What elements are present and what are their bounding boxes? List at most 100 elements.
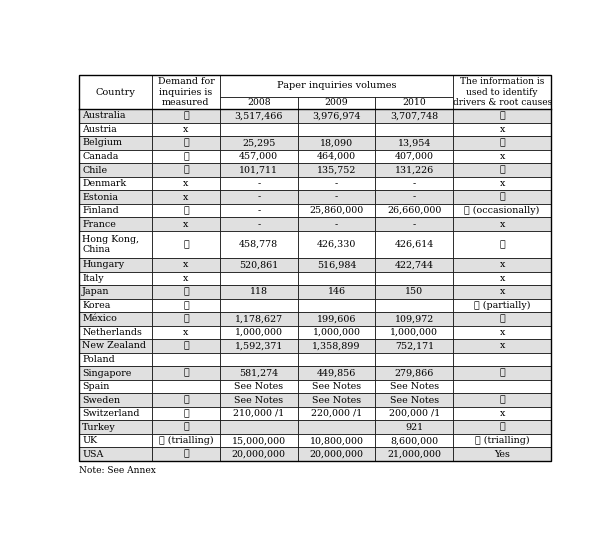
Bar xyxy=(453,312,551,326)
Text: 3,976,974: 3,976,974 xyxy=(312,112,361,120)
Text: 10,800,000: 10,800,000 xyxy=(309,436,363,445)
Text: See Notes: See Notes xyxy=(312,382,361,391)
Bar xyxy=(220,163,298,177)
Bar xyxy=(298,204,375,217)
Bar xyxy=(220,434,298,447)
Text: France: France xyxy=(82,220,116,229)
Text: 13,954: 13,954 xyxy=(398,139,431,148)
Bar xyxy=(152,299,220,312)
Bar xyxy=(220,339,298,353)
Bar xyxy=(152,231,220,258)
Text: 752,171: 752,171 xyxy=(395,342,434,350)
Text: See Notes: See Notes xyxy=(234,396,284,405)
Text: ✓: ✓ xyxy=(499,240,505,249)
Bar xyxy=(375,407,453,420)
Bar xyxy=(298,217,375,231)
Text: 3,517,466: 3,517,466 xyxy=(234,112,283,120)
Bar xyxy=(375,447,453,461)
Text: x: x xyxy=(183,274,189,283)
Bar xyxy=(375,353,453,367)
Bar xyxy=(453,177,551,190)
Bar xyxy=(375,163,453,177)
Text: 199,606: 199,606 xyxy=(317,314,356,323)
Text: ✓: ✓ xyxy=(183,450,189,459)
Text: 516,984: 516,984 xyxy=(317,260,356,270)
Text: 464,000: 464,000 xyxy=(317,152,356,161)
Bar xyxy=(375,150,453,163)
Bar xyxy=(79,285,152,299)
Bar xyxy=(220,353,298,367)
Text: See Notes: See Notes xyxy=(390,382,439,391)
Bar xyxy=(220,231,298,258)
Bar xyxy=(220,326,298,339)
Bar xyxy=(79,190,152,204)
Bar xyxy=(152,136,220,150)
Text: -: - xyxy=(335,192,338,202)
Bar xyxy=(79,380,152,393)
Text: x: x xyxy=(183,192,189,202)
Text: 457,000: 457,000 xyxy=(239,152,278,161)
Bar xyxy=(220,217,298,231)
Bar xyxy=(79,272,152,285)
Bar xyxy=(79,326,152,339)
Bar xyxy=(152,434,220,447)
Text: 422,744: 422,744 xyxy=(395,260,434,270)
Text: ✓: ✓ xyxy=(183,342,189,350)
Bar xyxy=(453,434,551,447)
Bar xyxy=(298,123,375,136)
Text: 150: 150 xyxy=(405,287,423,296)
Text: 3,707,748: 3,707,748 xyxy=(391,112,438,120)
Text: x: x xyxy=(499,220,505,229)
Text: See Notes: See Notes xyxy=(390,396,439,405)
Bar xyxy=(152,312,220,326)
Text: Country: Country xyxy=(96,87,135,96)
Bar xyxy=(453,420,551,434)
Bar xyxy=(298,177,375,190)
Bar xyxy=(79,447,152,461)
Text: 458,778: 458,778 xyxy=(239,240,278,249)
Bar xyxy=(152,217,220,231)
Bar xyxy=(298,96,375,109)
Bar xyxy=(220,150,298,163)
Bar xyxy=(79,231,152,258)
Text: x: x xyxy=(499,342,505,350)
Text: ✓: ✓ xyxy=(183,287,189,296)
Text: ✓: ✓ xyxy=(499,314,505,323)
Bar xyxy=(220,285,298,299)
Bar xyxy=(298,420,375,434)
Bar xyxy=(152,258,220,272)
Bar xyxy=(152,326,220,339)
Bar xyxy=(453,217,551,231)
Bar xyxy=(453,204,551,217)
Bar xyxy=(152,285,220,299)
Bar xyxy=(375,420,453,434)
Bar xyxy=(375,231,453,258)
Bar xyxy=(79,136,152,150)
Text: ✓: ✓ xyxy=(183,369,189,377)
Text: The information is
used to identify
drivers & root causes: The information is used to identify driv… xyxy=(453,77,552,107)
Text: Italy: Italy xyxy=(82,274,104,283)
Bar xyxy=(220,136,298,150)
Text: See Notes: See Notes xyxy=(312,396,361,405)
Text: -: - xyxy=(257,192,260,202)
Text: x: x xyxy=(499,179,505,188)
Text: ✓: ✓ xyxy=(499,396,505,405)
Bar xyxy=(453,380,551,393)
Text: ✓: ✓ xyxy=(183,206,189,215)
Text: 210,000 /1: 210,000 /1 xyxy=(233,409,284,418)
Text: 1,592,371: 1,592,371 xyxy=(234,342,283,350)
Text: 21,000,000: 21,000,000 xyxy=(387,450,442,459)
Bar xyxy=(453,285,551,299)
Text: Sweden: Sweden xyxy=(82,396,121,405)
Text: 101,711: 101,711 xyxy=(239,165,278,175)
Text: x: x xyxy=(183,179,189,188)
Bar xyxy=(79,312,152,326)
Text: x: x xyxy=(183,125,189,134)
Text: Paper inquiries volumes: Paper inquiries volumes xyxy=(277,81,396,91)
Text: ✓: ✓ xyxy=(183,423,189,432)
Text: Finland: Finland xyxy=(82,206,119,215)
Bar xyxy=(220,312,298,326)
Bar xyxy=(220,75,453,96)
Text: 135,752: 135,752 xyxy=(317,165,356,175)
Text: ✓: ✓ xyxy=(499,139,505,148)
